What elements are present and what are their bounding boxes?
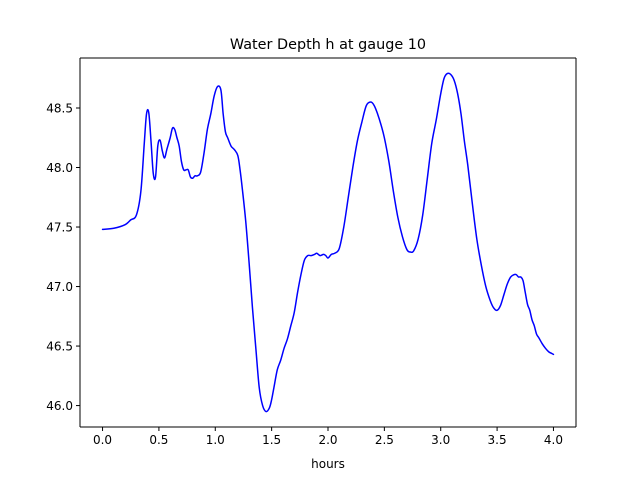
x-axis-label: hours	[311, 457, 345, 471]
chart-title: Water Depth h at gauge 10	[230, 37, 426, 53]
x-tick-label: 2.0	[318, 433, 337, 447]
series-layer	[101, 72, 555, 413]
y-tick-label: 46.5	[46, 340, 73, 354]
y-tick-label: 46.0	[46, 399, 73, 413]
x-tick-label: 3.5	[488, 433, 507, 447]
x-tick-label: 1.5	[262, 433, 281, 447]
x-tick-label: 2.5	[375, 433, 394, 447]
y-tick-label: 47.5	[46, 221, 73, 235]
y-tick-label: 48.0	[46, 161, 73, 175]
x-tick-label: 4.0	[544, 433, 563, 447]
axes-frame	[79, 57, 577, 428]
y-ticks: 46.0 46.5 47.0 47.5 48.0 48.5	[46, 101, 80, 413]
x-tick-label: 1.0	[206, 433, 225, 447]
plot-area-background	[80, 58, 576, 427]
x-tick-label: 0.0	[93, 433, 112, 447]
series-line-h	[101, 72, 555, 413]
y-tick-label: 48.5	[46, 101, 73, 115]
y-tick-label: 47.0	[46, 280, 73, 294]
x-tick-label: 3.0	[431, 433, 450, 447]
x-ticks: 0.0 0.5 1.0 1.5 2.0 2.5 3.0 3.5 4.0	[93, 427, 563, 447]
x-tick-label: 0.5	[149, 433, 168, 447]
